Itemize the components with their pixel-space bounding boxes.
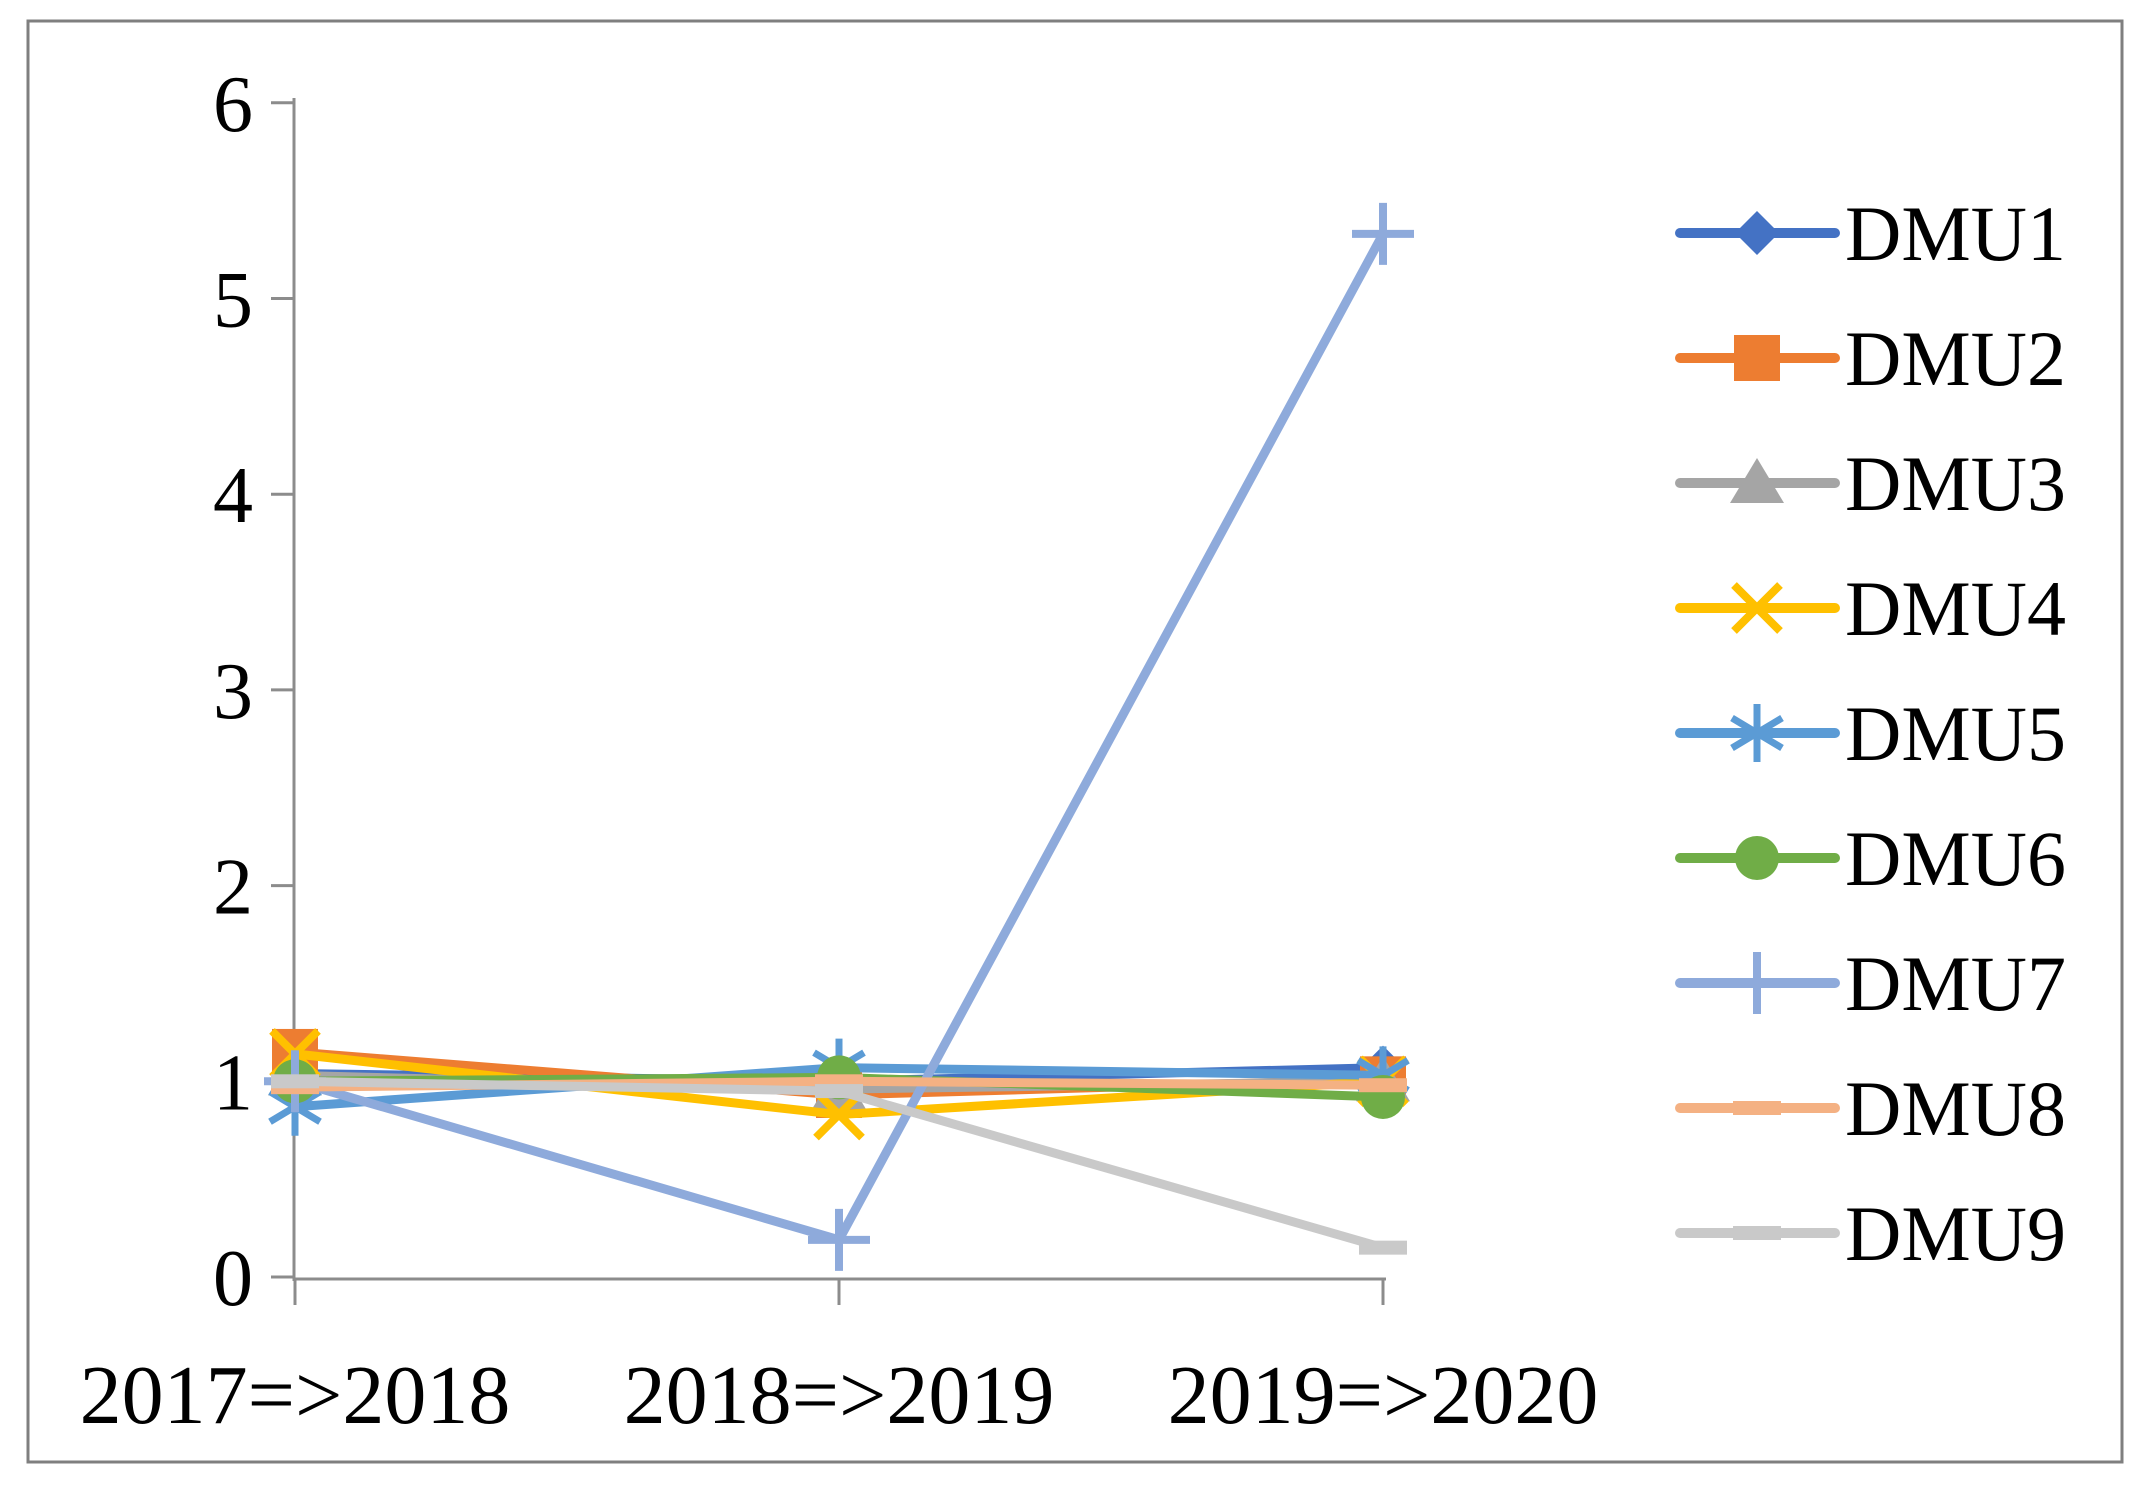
x-tick-label: 2019=>2020 [1168, 1349, 1599, 1442]
plot-series [264, 202, 1414, 1271]
y-tick-label: 0 [213, 1235, 253, 1323]
legend-item-dmu9: DMU9 [1675, 1190, 2066, 1277]
legend-marker-dmu7 [1726, 952, 1788, 1014]
x-tick-label: 2018=>2019 [624, 1349, 1055, 1442]
legend-item-dmu1: DMU1 [1675, 190, 2066, 277]
legend-label-dmu5: DMU5 [1845, 690, 2066, 777]
x-tick-label: 2017=>2018 [80, 1349, 511, 1442]
series-marker-dmu9 [815, 1084, 863, 1099]
legend-marker-dmu5 [1730, 704, 1784, 762]
legend-item-dmu5: DMU5 [1675, 690, 2066, 777]
series-marker-dmu9 [271, 1074, 319, 1089]
series-marker-dmu8 [1359, 1078, 1407, 1093]
y-tick-label: 5 [213, 257, 253, 345]
axes: 0 1 2 3 4 5 6 2017=>2018 2018=>2019 2019=>2020 [80, 61, 1599, 1442]
legend-marker-dmu3 [1730, 458, 1784, 503]
legend-label-dmu3: DMU3 [1845, 440, 2066, 527]
series-marker-dmu7 [808, 1208, 870, 1271]
y-tick-label: 1 [213, 1039, 253, 1127]
legend-item-dmu8: DMU8 [1675, 1065, 2066, 1152]
figure-border [26, 19, 2124, 1464]
y-tick-label: 3 [213, 648, 253, 736]
legend-label-dmu4: DMU4 [1845, 565, 2066, 652]
legend-marker-dmu1 [1735, 211, 1779, 255]
legend-label-dmu9: DMU9 [1845, 1190, 2066, 1277]
legend-label-dmu7: DMU7 [1845, 940, 2066, 1027]
legend-item-dmu7: DMU7 [1675, 940, 2066, 1027]
legend-item-dmu6: DMU6 [1675, 815, 2066, 902]
y-tick-label: 6 [213, 61, 253, 149]
legend-label-dmu6: DMU6 [1845, 815, 2066, 902]
legend-marker-dmu9 [1733, 1226, 1781, 1240]
y-tick-label: 4 [213, 452, 253, 540]
legend-marker-dmu4 [1731, 582, 1783, 634]
legend-item-dmu3: DMU3 [1675, 440, 2066, 527]
legend-item-dmu4: DMU4 [1675, 565, 2066, 652]
legend: DMU1 DMU2 DMU3 DMU4 DMU5 DMU6 DMU7 DMU8 DMU9 [1675, 190, 2066, 1277]
series-marker-dmu7 [1352, 202, 1414, 265]
legend-marker-dmu2 [1734, 335, 1780, 381]
legend-marker-dmu6 [1735, 836, 1779, 880]
legend-marker-dmu8 [1733, 1101, 1781, 1115]
series-marker-dmu9 [1359, 1240, 1407, 1255]
y-tick-label: 2 [213, 844, 253, 932]
legend-label-dmu1: DMU1 [1845, 190, 2066, 277]
legend-label-dmu2: DMU2 [1845, 315, 2066, 402]
legend-label-dmu8: DMU8 [1845, 1065, 2066, 1152]
legend-item-dmu2: DMU2 [1675, 315, 2066, 402]
